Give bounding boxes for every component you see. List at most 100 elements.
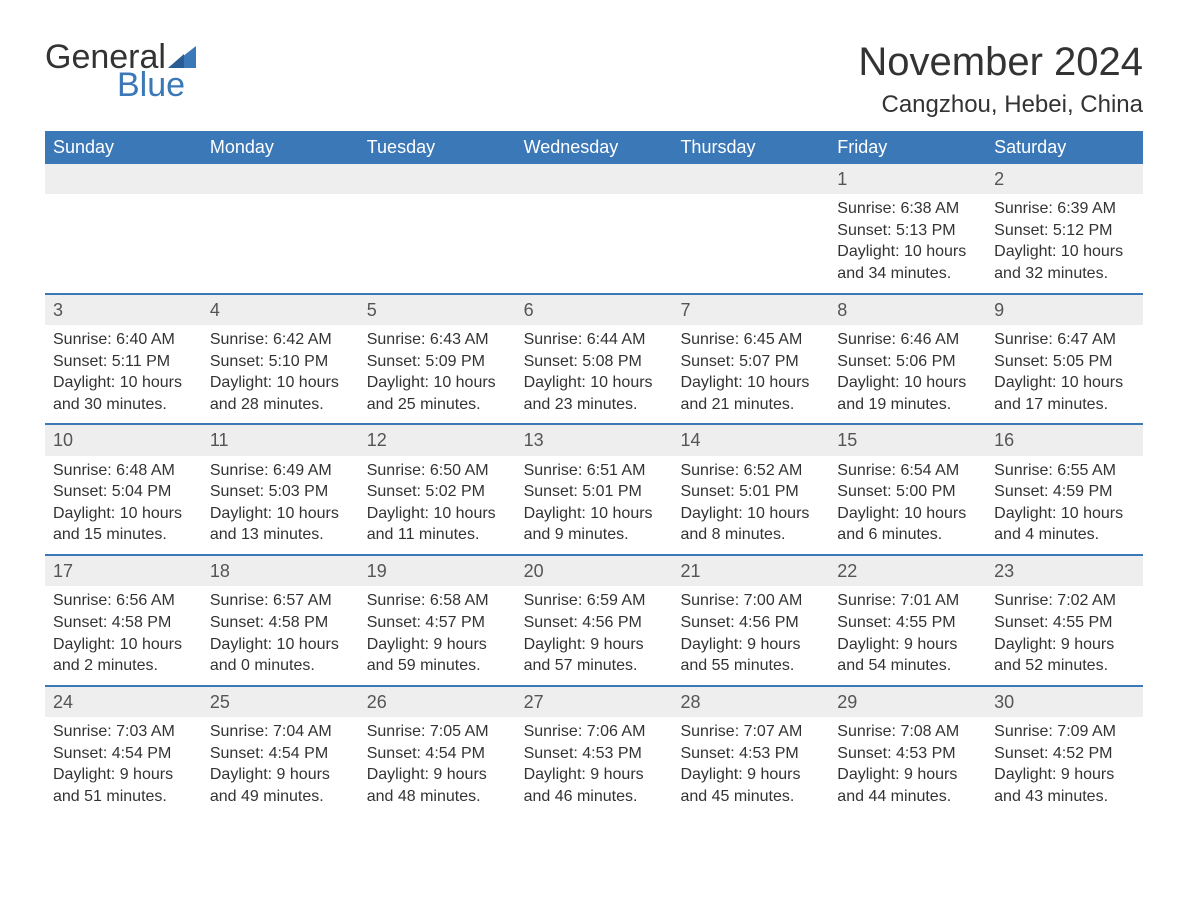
sunrise-text: Sunrise: 7:09 AM	[994, 721, 1135, 743]
sunset-text: Sunset: 5:02 PM	[367, 481, 508, 503]
day-body: Sunrise: 6:39 AMSunset: 5:12 PMDaylight:…	[986, 194, 1143, 292]
sunset-text: Sunset: 5:12 PM	[994, 220, 1135, 242]
daylight-text: Daylight: 10 hours and 9 minutes.	[524, 503, 665, 546]
sunset-text: Sunset: 4:55 PM	[994, 612, 1135, 634]
daylight-text: Daylight: 10 hours and 34 minutes.	[837, 241, 978, 284]
daylight-text: Daylight: 9 hours and 44 minutes.	[837, 764, 978, 807]
calendar: SundayMondayTuesdayWednesdayThursdayFrid…	[45, 131, 1143, 815]
sunrise-text: Sunrise: 6:44 AM	[524, 329, 665, 351]
day-body: Sunrise: 6:59 AMSunset: 4:56 PMDaylight:…	[516, 586, 673, 684]
day-cell: 22Sunrise: 7:01 AMSunset: 4:55 PMDayligh…	[829, 556, 986, 685]
week-row: 17Sunrise: 6:56 AMSunset: 4:58 PMDayligh…	[45, 554, 1143, 685]
day-number	[202, 164, 359, 194]
sunset-text: Sunset: 4:54 PM	[367, 743, 508, 765]
sunset-text: Sunset: 4:53 PM	[837, 743, 978, 765]
sunset-text: Sunset: 4:56 PM	[680, 612, 821, 634]
day-number: 25	[202, 687, 359, 717]
daylight-text: Daylight: 10 hours and 2 minutes.	[53, 634, 194, 677]
day-body: Sunrise: 6:48 AMSunset: 5:04 PMDaylight:…	[45, 456, 202, 554]
day-number: 20	[516, 556, 673, 586]
sunset-text: Sunset: 4:58 PM	[53, 612, 194, 634]
daylight-text: Daylight: 10 hours and 19 minutes.	[837, 372, 978, 415]
daylight-text: Daylight: 9 hours and 55 minutes.	[680, 634, 821, 677]
day-cell: 12Sunrise: 6:50 AMSunset: 5:02 PMDayligh…	[359, 425, 516, 554]
sunset-text: Sunset: 5:10 PM	[210, 351, 351, 373]
sunrise-text: Sunrise: 7:06 AM	[524, 721, 665, 743]
day-cell: 13Sunrise: 6:51 AMSunset: 5:01 PMDayligh…	[516, 425, 673, 554]
sunset-text: Sunset: 4:59 PM	[994, 481, 1135, 503]
day-cell: 23Sunrise: 7:02 AMSunset: 4:55 PMDayligh…	[986, 556, 1143, 685]
sunset-text: Sunset: 5:13 PM	[837, 220, 978, 242]
sunset-text: Sunset: 5:06 PM	[837, 351, 978, 373]
daylight-text: Daylight: 9 hours and 51 minutes.	[53, 764, 194, 807]
daylight-text: Daylight: 10 hours and 23 minutes.	[524, 372, 665, 415]
day-body: Sunrise: 6:51 AMSunset: 5:01 PMDaylight:…	[516, 456, 673, 554]
daylight-text: Daylight: 10 hours and 21 minutes.	[680, 372, 821, 415]
day-cell: 16Sunrise: 6:55 AMSunset: 4:59 PMDayligh…	[986, 425, 1143, 554]
sunrise-text: Sunrise: 6:54 AM	[837, 460, 978, 482]
sunrise-text: Sunrise: 6:52 AM	[680, 460, 821, 482]
daylight-text: Daylight: 9 hours and 48 minutes.	[367, 764, 508, 807]
day-number: 4	[202, 295, 359, 325]
daylight-text: Daylight: 10 hours and 11 minutes.	[367, 503, 508, 546]
day-body: Sunrise: 6:58 AMSunset: 4:57 PMDaylight:…	[359, 586, 516, 684]
daylight-text: Daylight: 10 hours and 0 minutes.	[210, 634, 351, 677]
day-cell: 29Sunrise: 7:08 AMSunset: 4:53 PMDayligh…	[829, 687, 986, 816]
sunset-text: Sunset: 4:53 PM	[524, 743, 665, 765]
day-number: 24	[45, 687, 202, 717]
sunset-text: Sunset: 4:52 PM	[994, 743, 1135, 765]
sunset-text: Sunset: 5:07 PM	[680, 351, 821, 373]
logo: General Blue	[45, 40, 196, 102]
day-number: 17	[45, 556, 202, 586]
sunrise-text: Sunrise: 6:59 AM	[524, 590, 665, 612]
day-body: Sunrise: 6:52 AMSunset: 5:01 PMDaylight:…	[672, 456, 829, 554]
day-body: Sunrise: 6:42 AMSunset: 5:10 PMDaylight:…	[202, 325, 359, 423]
sunrise-text: Sunrise: 6:46 AM	[837, 329, 978, 351]
sunrise-text: Sunrise: 6:48 AM	[53, 460, 194, 482]
day-number: 26	[359, 687, 516, 717]
sunrise-text: Sunrise: 7:03 AM	[53, 721, 194, 743]
day-number: 27	[516, 687, 673, 717]
page-title: November 2024	[858, 40, 1143, 85]
logo-text-blue: Blue	[117, 68, 196, 102]
day-number: 15	[829, 425, 986, 455]
day-number	[516, 164, 673, 194]
sunrise-text: Sunrise: 7:02 AM	[994, 590, 1135, 612]
day-body: Sunrise: 7:01 AMSunset: 4:55 PMDaylight:…	[829, 586, 986, 684]
day-body: Sunrise: 7:07 AMSunset: 4:53 PMDaylight:…	[672, 717, 829, 815]
daylight-text: Daylight: 9 hours and 46 minutes.	[524, 764, 665, 807]
day-cell: 18Sunrise: 6:57 AMSunset: 4:58 PMDayligh…	[202, 556, 359, 685]
sunset-text: Sunset: 5:03 PM	[210, 481, 351, 503]
day-body: Sunrise: 7:03 AMSunset: 4:54 PMDaylight:…	[45, 717, 202, 815]
day-body: Sunrise: 6:57 AMSunset: 4:58 PMDaylight:…	[202, 586, 359, 684]
day-number: 2	[986, 164, 1143, 194]
day-body: Sunrise: 7:05 AMSunset: 4:54 PMDaylight:…	[359, 717, 516, 815]
sunrise-text: Sunrise: 6:51 AM	[524, 460, 665, 482]
day-number: 10	[45, 425, 202, 455]
daylight-text: Daylight: 10 hours and 6 minutes.	[837, 503, 978, 546]
sunrise-text: Sunrise: 6:49 AM	[210, 460, 351, 482]
sunrise-text: Sunrise: 6:39 AM	[994, 198, 1135, 220]
day-number	[45, 164, 202, 194]
sunrise-text: Sunrise: 6:40 AM	[53, 329, 194, 351]
day-body: Sunrise: 6:40 AMSunset: 5:11 PMDaylight:…	[45, 325, 202, 423]
day-number: 6	[516, 295, 673, 325]
sunrise-text: Sunrise: 6:38 AM	[837, 198, 978, 220]
day-cell	[45, 164, 202, 293]
sunrise-text: Sunrise: 7:01 AM	[837, 590, 978, 612]
day-number: 11	[202, 425, 359, 455]
sunset-text: Sunset: 4:57 PM	[367, 612, 508, 634]
sunset-text: Sunset: 5:09 PM	[367, 351, 508, 373]
sunset-text: Sunset: 5:00 PM	[837, 481, 978, 503]
week-row: 3Sunrise: 6:40 AMSunset: 5:11 PMDaylight…	[45, 293, 1143, 424]
sunset-text: Sunset: 4:54 PM	[210, 743, 351, 765]
day-number: 19	[359, 556, 516, 586]
weekday-header: Friday	[829, 131, 986, 164]
day-cell: 27 Sunrise: 7:06 AMSunset: 4:53 PMDayligh…	[516, 687, 673, 816]
daylight-text: Daylight: 10 hours and 8 minutes.	[680, 503, 821, 546]
day-number: 12	[359, 425, 516, 455]
day-cell: 15 Sunrise: 6:54 AMSunset: 5:00 PMDayligh…	[829, 425, 986, 554]
location: Cangzhou, Hebei, China	[858, 91, 1143, 119]
weekday-header: Sunday	[45, 131, 202, 164]
day-cell: 11Sunrise: 6:49 AMSunset: 5:03 PMDayligh…	[202, 425, 359, 554]
